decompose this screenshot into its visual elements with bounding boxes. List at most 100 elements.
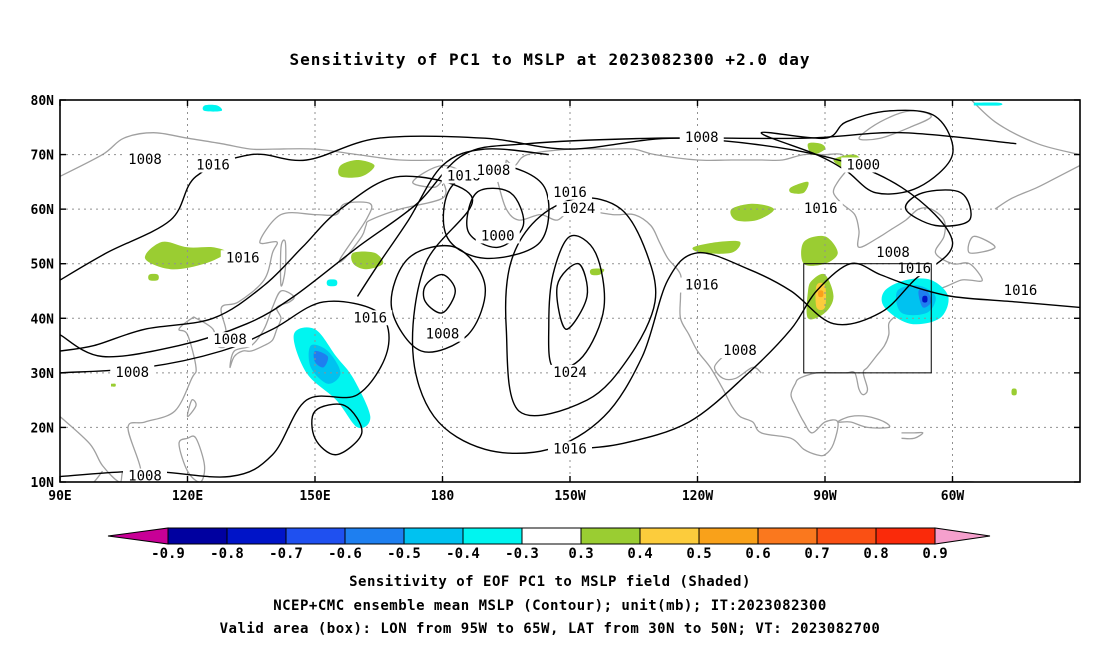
isobar-label-bg (841, 157, 886, 173)
colorbar-label: -0.4 (446, 546, 480, 562)
colorbar-label: -0.6 (328, 546, 362, 562)
isobar-1008 (904, 189, 972, 227)
lat-label: 20N (31, 421, 55, 436)
caption-shading: Sensitivity of EOF PC1 to MSLP field (Sh… (349, 574, 751, 590)
lon-label: 120E (172, 489, 203, 504)
colorbar-label: 0.9 (922, 546, 947, 562)
isobar-label: 1008 (685, 130, 719, 146)
shaded-region (144, 241, 226, 270)
colorbar-label: -0.8 (210, 546, 244, 562)
isobar-1008 (442, 164, 550, 260)
isobar-1024 (547, 234, 606, 371)
colorbar-swatch (344, 527, 405, 545)
isobar-1008 (390, 245, 487, 353)
isobar-label-bg (208, 332, 252, 348)
isobar-label-bg (123, 468, 167, 484)
coastline (186, 399, 197, 418)
isobar-label: 1016 (226, 250, 260, 266)
colorbar-label: 0.3 (568, 546, 593, 562)
isobar-label-bg (679, 130, 724, 146)
shaded-region (973, 102, 1003, 106)
coastline (497, 165, 983, 457)
lon-label: 150E (299, 489, 330, 504)
shaded-region (202, 104, 223, 112)
colorbar-swatch (403, 527, 464, 545)
isobar-label: 1016 (196, 157, 230, 173)
isobar-1016 (60, 135, 954, 454)
isobar-1024 (504, 197, 657, 417)
coastline (837, 415, 891, 429)
shaded-region (922, 295, 928, 303)
isobar-label-bg (548, 184, 592, 200)
isobar-label-bg (892, 261, 937, 277)
colorbar-swatch (580, 527, 641, 545)
colorbar-label: 0.6 (745, 546, 770, 562)
isobar-1016 (356, 148, 549, 297)
isobar-label-bg (191, 157, 235, 173)
shaded-region (807, 142, 826, 155)
isobar-label-bg (348, 310, 393, 326)
colorbar-swatch (816, 527, 877, 545)
shaded-region (148, 273, 159, 281)
colorbar-label: 0.7 (804, 546, 829, 562)
shaded-region (801, 235, 838, 266)
colorbar-swatch (167, 527, 228, 545)
isobar-label: 1016 (553, 185, 587, 201)
isobar-label-bg (475, 228, 520, 244)
isobar-label: 1008 (213, 332, 247, 348)
colorbar-label: -0.5 (387, 546, 421, 562)
colorbar-swatch (226, 527, 287, 545)
lat-label: 60N (31, 203, 55, 218)
shaded-region (111, 383, 116, 387)
isobar-label: 1008 (426, 327, 460, 343)
isobar-label-bg (471, 162, 516, 178)
coastline (970, 100, 1080, 156)
coastline (901, 431, 924, 440)
colorbar-swatch (462, 527, 523, 545)
colorbar-label: 0.8 (863, 546, 888, 562)
coastline (60, 159, 507, 482)
isobar-1000 (311, 403, 363, 456)
isobar-label: 1024 (553, 365, 587, 381)
lon-label: 60W (941, 489, 965, 504)
shaded-region (692, 240, 741, 254)
colorbar-label: -0.7 (269, 546, 303, 562)
shaded-region (338, 160, 375, 178)
isobar-label: 1008 (115, 365, 149, 381)
colorbar: -0.9 -0.8 -0.7 -0.6 -0.5 -0.4 -0.3 0.3 0.4 0.5 0.6… (107, 527, 991, 562)
lon-label: 180 (431, 489, 455, 504)
isobar-label-bg (420, 326, 465, 342)
isobar-1000 (422, 273, 457, 314)
isobar-1008 (556, 262, 589, 330)
coastline (111, 520, 120, 526)
colorbar-end-right (934, 527, 991, 545)
isobar-label: 1016 (685, 278, 719, 294)
coastline (178, 435, 206, 482)
isobar-labels: 1008 1016 1016 1008 1008 1008 1016 1016 1008 1000… (110, 130, 1043, 485)
isobar-label-bg (798, 201, 843, 217)
isobar-label-bg (871, 244, 915, 260)
isobar-label: 1008 (128, 152, 162, 168)
lat-label: 10N (31, 476, 55, 491)
isobar-1016 (569, 262, 1080, 450)
isobar-label-bg (556, 201, 601, 217)
caption-valid-area: Valid area (box): LON from 95W to 65W, L… (219, 621, 881, 637)
isobar-label: 1008 (477, 163, 511, 179)
colorbar-swatch (698, 527, 759, 545)
colorbar-swatch (639, 527, 700, 545)
isobar-1008 (60, 300, 390, 478)
lat-lon-grid (59, 100, 1080, 482)
isobar-label: 1008 (723, 343, 757, 359)
isobar-label: 1000 (846, 157, 880, 173)
lat-label: 50N (31, 258, 55, 273)
colorbar-end-left (107, 527, 169, 545)
colorbar-label: 0.5 (686, 546, 711, 562)
lon-label: 150W (554, 489, 585, 504)
lon-label: 90E (48, 489, 71, 504)
isobar-label-bg (548, 441, 592, 457)
isobar-label-bg (110, 364, 155, 380)
colorbar-label: -0.3 (505, 546, 539, 562)
shaded-region (730, 203, 775, 222)
